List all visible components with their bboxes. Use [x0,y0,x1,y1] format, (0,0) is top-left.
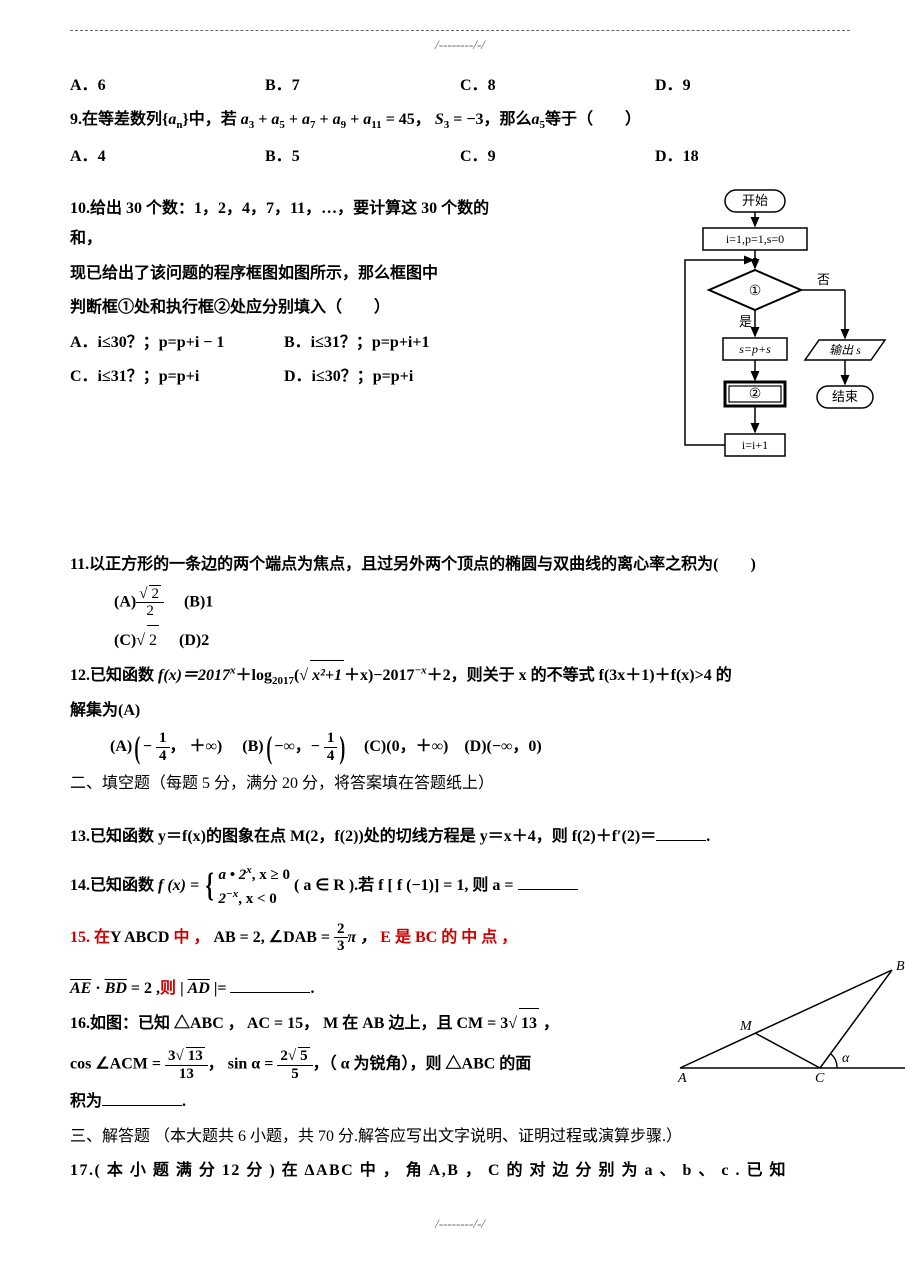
q10-opt-b: B．i≤31？；p=p+i+1 [284,334,430,351]
flow-yes: 是 [739,314,752,329]
q16-line1: 16.如图：已知 △ABC ， AC = 15， M 在 AB 边上，且 CM … [70,1008,630,1039]
q8-opt-b: B．7 [265,71,460,95]
flow-out: 输出 s [829,343,861,357]
flow-cond: ① [749,284,762,299]
flow-box2: ② [749,387,762,402]
q9-opt-d: D．18 [655,142,850,166]
q11-stem: 11.以正方形的一条边的两个端点为焦点，且过另外两个顶点的椭圆与双曲线的离心率之… [70,550,850,580]
flow-end: 结束 [832,389,858,404]
fig-label-alpha: α [842,1051,850,1066]
q16-block: 16.如图：已知 △ABC ， AC = 15， M 在 AB 边上，且 CM … [70,1008,850,1118]
q15-line1: 15. 在Y ABCD 中 ， AB = 2, ∠DAB = 23π ， E 是… [70,921,850,956]
flow-no: 否 [817,272,830,287]
q17-stem: 17.( 本 小 题 满 分 12 分 ) 在 ∆ABC 中 ， 角 A,B ，… [70,1156,850,1186]
fig-label-c: C [815,1071,825,1086]
q9-stem: 9.在等差数列{an}中，若 a3 + a5 + a7 + a9 + a11 =… [70,105,850,136]
q10-block: 10.给出 30 个数：1，2，4，7，11，…，要计算这 30 个数的和， 现… [70,194,850,392]
q16-line3: 积为. [70,1087,850,1117]
flow-inc: i=i+1 [742,438,768,452]
q9-opt-c: C．9 [460,142,655,166]
q12-opts: (A)(− 14， ＋∞) (B)(−∞，− 14) (C)(0，＋∞) (D)… [70,730,850,765]
q8-opt-a: A．6 [70,71,265,95]
flow-init: i=1,p=1,s=0 [726,232,784,246]
q10-line3: 判断框①处和执行框②处应分别填入（ ） [70,293,490,323]
q10-opt-d: D．i≤30？；p=p+i [284,368,413,385]
q8-opt-d: D．9 [655,71,850,95]
fig-label-a: A [677,1071,687,1086]
q13-stem: 13.已知函数 y＝f(x)的图象在点 M(2，f(2))处的切线方程是 y＝x… [70,822,850,852]
q11-opts-row1: (A)√22 (B)1 [70,585,850,621]
q8-options: A．6 B．7 C．8 D．9 [70,71,850,95]
q12-stem2: 解集为(A) [70,696,850,726]
flow-start: 开始 [742,193,768,208]
q10-opt-c: C．i≤31？；p=p+i [70,362,280,392]
q16-line2: cos ∠ACM = 3√1313， sin α = 2√55，（ α 为锐角）… [70,1047,630,1083]
q14-stem: 14.已知函数 f (x) = { a • 2x, x ≥ 0 2−x, x <… [70,862,850,911]
flow-seq: s=p+s [739,342,771,356]
q12-stem1: 12.已知函数 f(x)＝2017x＋log2017(√x²+1＋x)−2017… [70,660,850,692]
q9-opt-a: A．4 [70,142,265,166]
q10-line2: 现已给出了该问题的程序框图如图所示，那么框图中 [70,259,490,289]
q10-opts-row1: A．i≤30？；p=p+i − 1 B．i≤31？；p=p+i+1 [70,328,490,358]
q8-opt-c: C．8 [460,71,655,95]
q10-opt-a: A．i≤30？；p=p+i − 1 [70,328,280,358]
q16-triangle-figure: A B C M α [670,958,910,1088]
page-footer: /--------/-/ [70,1216,850,1232]
section-3-heading: 三、解答题 （本大题共 6 小题，共 70 分.解答应写出文字说明、证明过程或演… [70,1122,850,1152]
page-header: /--------/-/ [70,37,850,53]
q9-opt-b: B．5 [265,142,460,166]
section-2-heading: 二、填空题（每题 5 分，满分 20 分，将答案填在答题纸上） [70,769,850,799]
fig-label-b: B [896,959,905,974]
q9-options: A．4 B．5 C．9 D．18 [70,142,850,166]
q11-opts-row2: (C)√2 (D)2 [70,625,850,656]
q10-opts-row2: C．i≤31？；p=p+i D．i≤30？；p=p+i [70,362,490,392]
q10-flowchart: 开始 i=1,p=1,s=0 ① 否 是 s=p+s ② [675,188,900,488]
q10-line1: 10.给出 30 个数：1，2，4，7，11，…，要计算这 30 个数的和， [70,194,490,255]
fig-label-m: M [739,1019,753,1034]
